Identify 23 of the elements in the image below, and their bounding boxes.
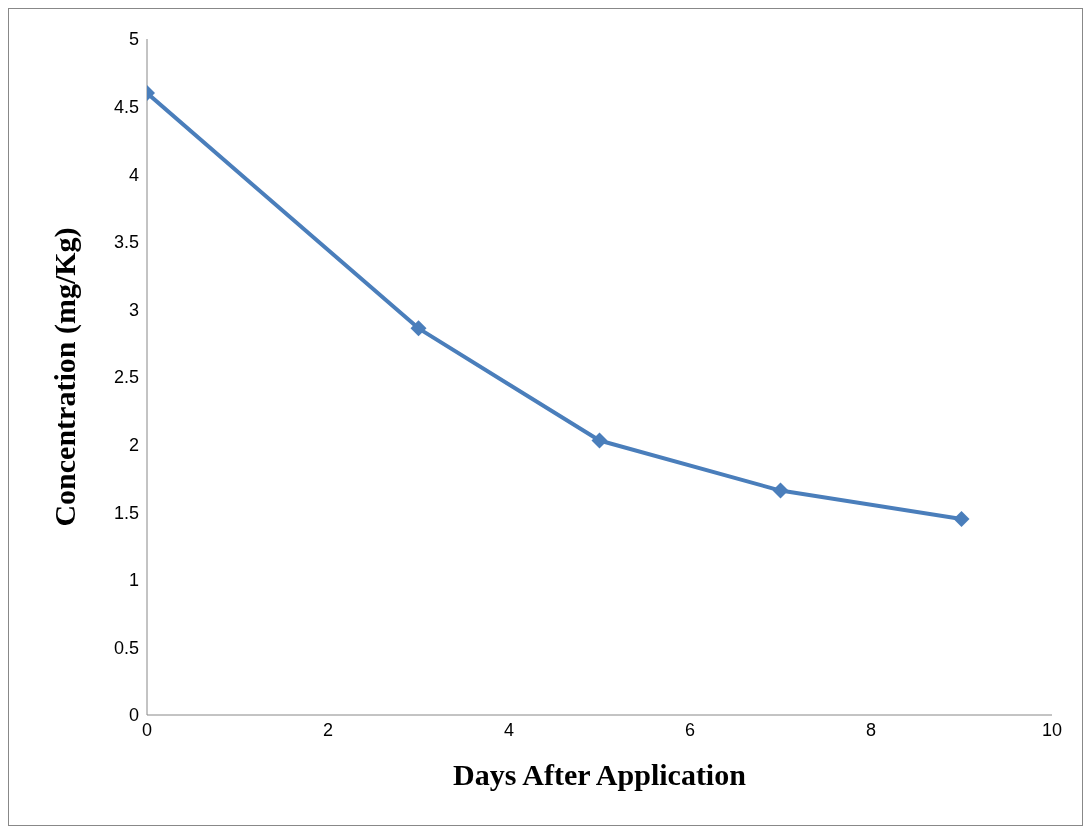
x-axis-title: Days After Application	[453, 758, 747, 791]
y-axis-title: Concentration (mg/Kg)	[47, 227, 82, 527]
y-tick-label: 2.5	[113, 367, 139, 388]
x-tick-label: 10	[1041, 719, 1063, 740]
x-tick-label: 2	[322, 719, 334, 740]
y-tick-label: 4.5	[113, 96, 139, 117]
x-tick-label: 0	[141, 719, 153, 740]
x-tick-label: 8	[865, 719, 877, 740]
y-tick-label: 1.5	[113, 502, 139, 523]
y-tick-label: 4	[128, 164, 139, 185]
point	[591, 432, 608, 449]
y-tick-label: 0	[128, 705, 139, 726]
x-tick-label: 6	[684, 719, 696, 740]
point	[953, 510, 970, 527]
y-tick-label: 0.5	[113, 637, 139, 658]
y-tick-label: 5	[128, 29, 139, 50]
y-tick-label: 3	[128, 299, 139, 320]
y-tick-label: 3.5	[113, 232, 139, 253]
y-tick-label: 1	[128, 570, 139, 591]
x-tick-label: 4	[503, 719, 515, 740]
y-tick-label: 2	[128, 434, 139, 455]
point	[410, 320, 427, 337]
point	[772, 482, 789, 499]
